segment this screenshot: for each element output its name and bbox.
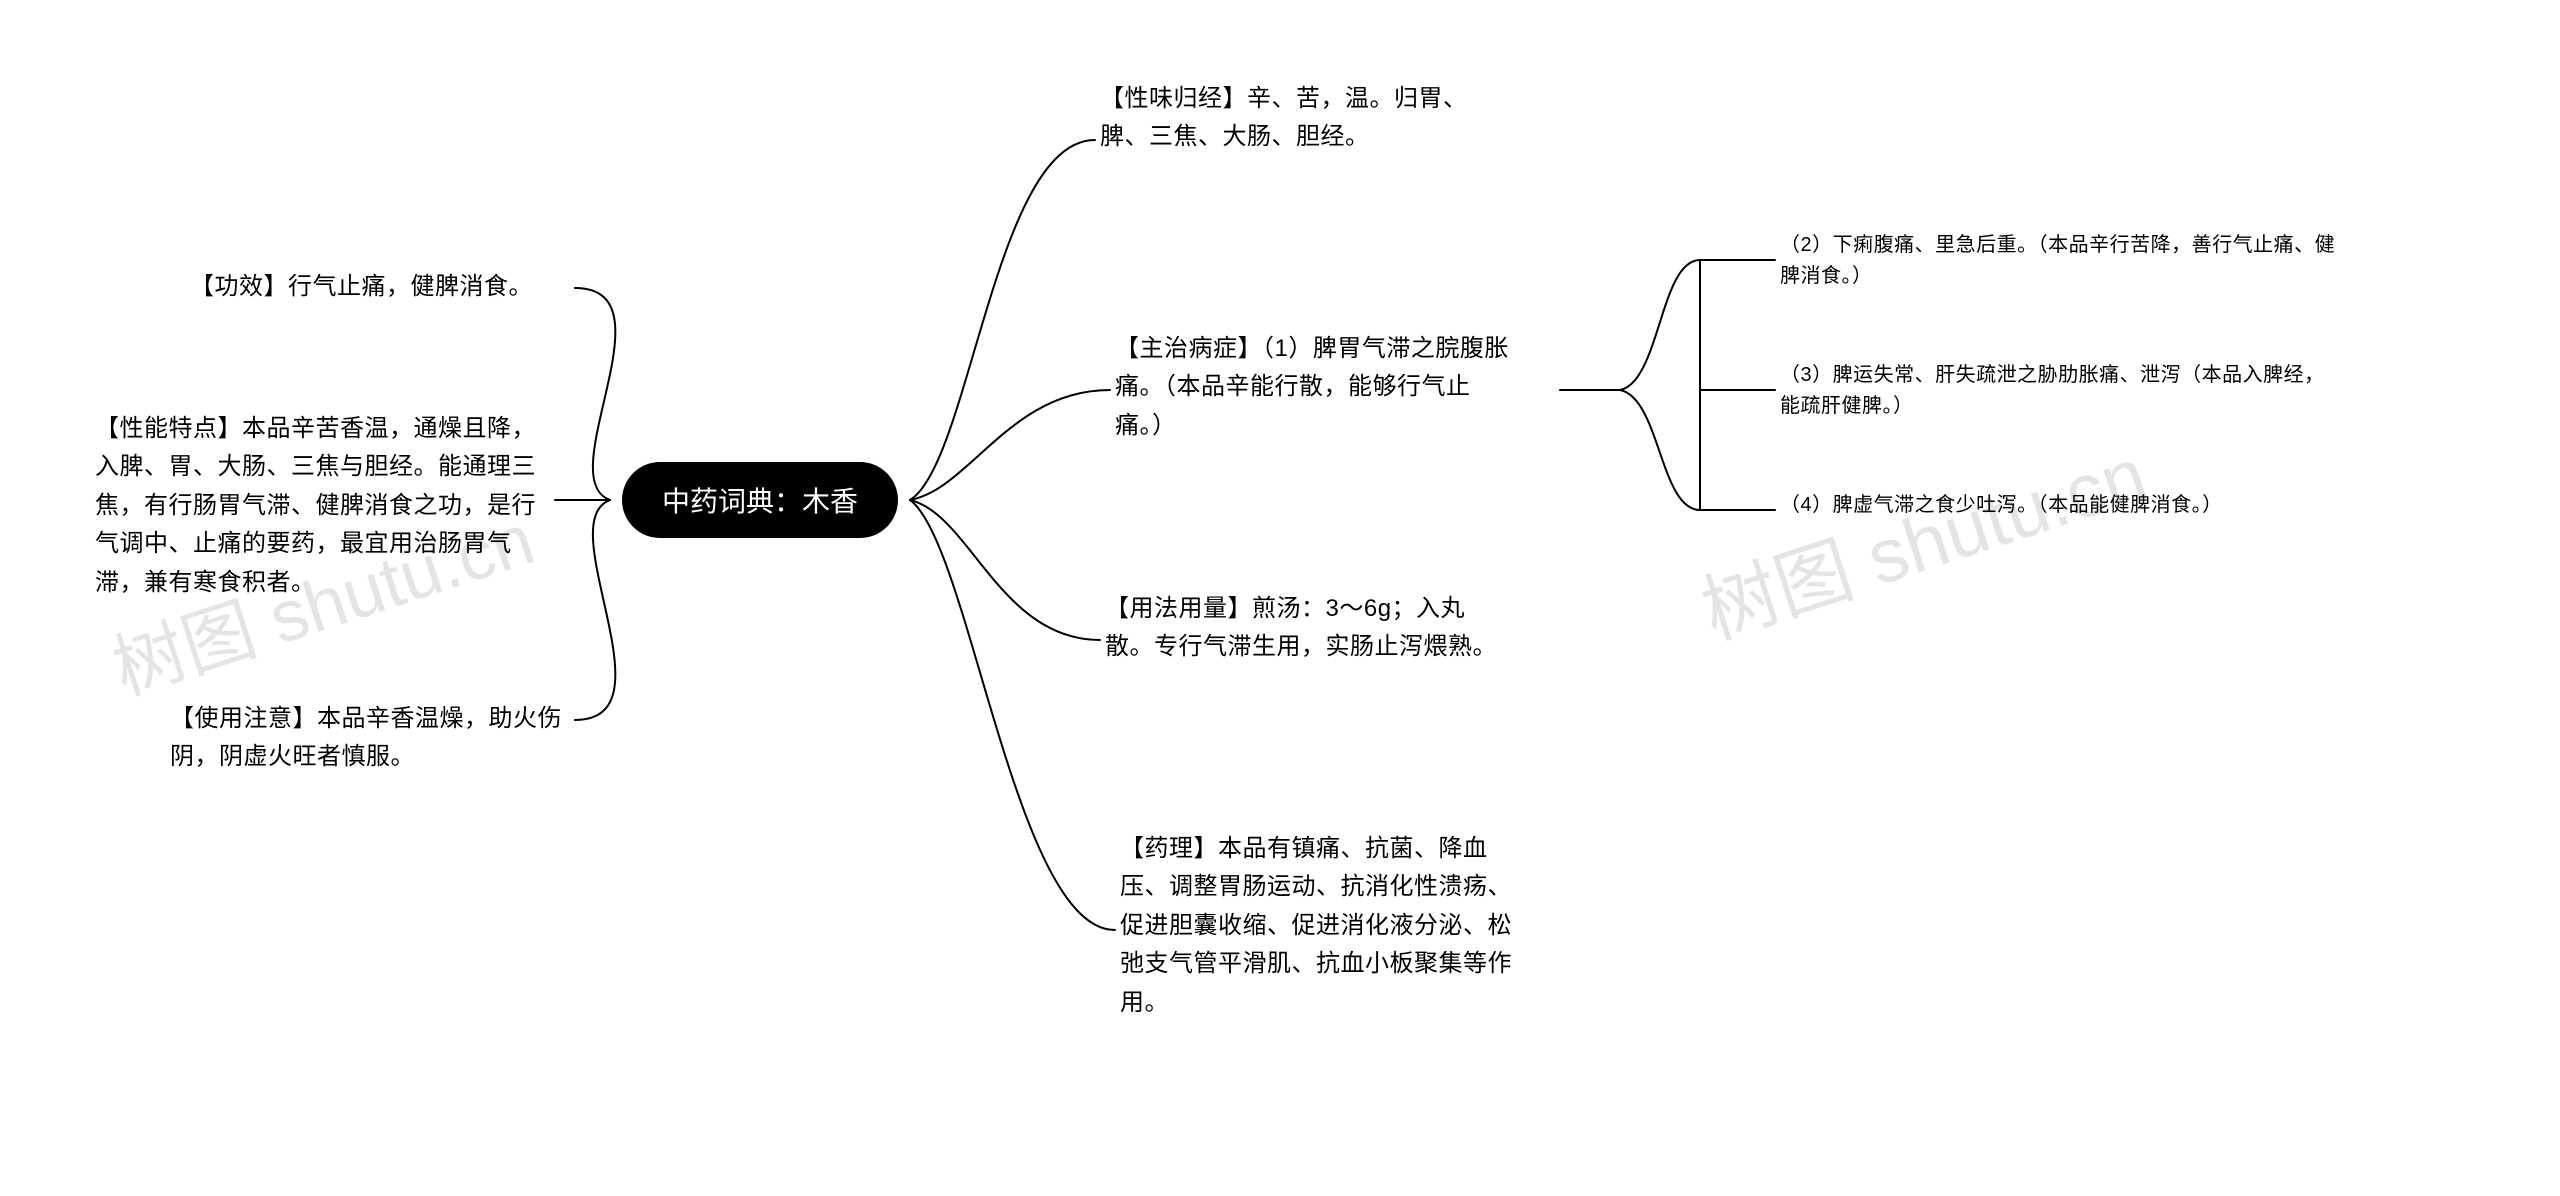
node-ind-2[interactable]: （2）下痢腹痛、里急后重。（本品辛行苦降，善行气止痛、健脾消食。） [1780, 230, 2340, 292]
center-node[interactable]: 中药词典：木香 [622, 462, 898, 538]
node-ind-4[interactable]: （4）脾虚气滞之食少吐泻。（本品能健脾消食。） [1780, 490, 2340, 521]
node-indications[interactable]: 【主治病症】（1）脾胃气滞之脘腹胀痛。（本品辛能行散，能够行气止痛。） [1115, 330, 1515, 445]
node-pharma[interactable]: 【药理】本品有镇痛、抗菌、降血压、调整胃肠运动、抗消化性溃疡、促进胆囊收缩、促进… [1120, 830, 1520, 1022]
node-ind-3[interactable]: （3）脾运失常、肝失疏泄之胁肋胀痛、泄泻（本品入脾经，能疏肝健脾。） [1780, 360, 2340, 422]
watermark-1: 树图 shutu.cn [1686, 413, 2158, 660]
node-efficacy[interactable]: 【功效】行气止痛，健脾消食。 [190, 268, 570, 306]
node-nature[interactable]: 【性味归经】辛、苦，温。归胃、脾、三焦、大肠、胆经。 [1100, 80, 1500, 157]
node-features[interactable]: 【性能特点】本品辛苦香温，通燥且降，入脾、胃、大肠、三焦与胆经。能通理三焦，有行… [95, 410, 555, 602]
mindmap-canvas: 中药词典：木香 【功效】行气止痛，健脾消食。【性能特点】本品辛苦香温，通燥且降，… [0, 0, 2560, 1196]
node-caution[interactable]: 【使用注意】本品辛香温燥，助火伤阴，阴虚火旺者慎服。 [170, 700, 570, 777]
node-dosage[interactable]: 【用法用量】煎汤：3～6g；入丸散。专行气滞生用，实肠止泻煨熟。 [1105, 590, 1505, 667]
